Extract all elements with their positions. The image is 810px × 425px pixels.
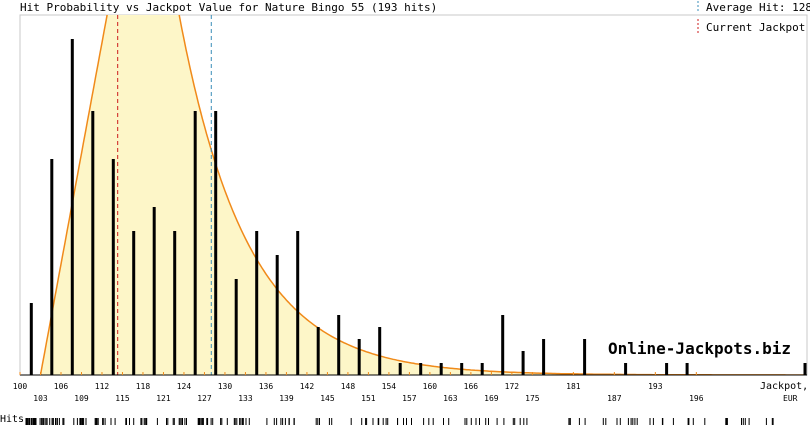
x-tick-label-upper-2: 112 [95, 382, 110, 391]
x-tick-label-lower-7: 145 [320, 394, 335, 403]
bar-19 [419, 363, 423, 375]
x-tick-label-upper-4: 124 [177, 382, 192, 391]
x-tick-label-lower-0: 103 [33, 394, 48, 403]
bar-24 [521, 351, 525, 375]
bar-3 [91, 111, 95, 375]
x-tick-label-lower-6: 139 [279, 394, 294, 403]
bar-7 [173, 231, 177, 375]
bar-15 [337, 315, 341, 375]
x-tick-label-lower-12: 175 [525, 394, 540, 403]
bar-23 [501, 315, 505, 375]
legend-current-label: Current Jackpot [706, 21, 805, 34]
bar-1 [50, 159, 54, 375]
chart-title: Hit Probability vs Jackpot Value for Nat… [20, 1, 437, 14]
x-tick-label-lower-2: 115 [115, 394, 130, 403]
bar-2 [70, 39, 74, 375]
x-tick-label-lower-9: 157 [402, 394, 417, 403]
x-tick-label-upper-9: 154 [382, 382, 397, 391]
bar-28 [665, 363, 669, 375]
x-tick-label-upper-6: 136 [259, 382, 274, 391]
x-tick-label-upper-10: 160 [423, 382, 438, 391]
x-tick-label-lower-8: 151 [361, 394, 376, 403]
x-tick-label-lower-14: 196 [689, 394, 704, 403]
x-tick-label-upper-13: 181 [566, 382, 581, 391]
bar-20 [439, 363, 443, 375]
bar-5 [132, 231, 136, 375]
x-tick-label-lower-5: 133 [238, 394, 253, 403]
bar-4 [111, 159, 115, 375]
bar-12 [275, 255, 279, 375]
x-tick-label-upper-8: 148 [341, 382, 356, 391]
x-tick-label-lower-1: 109 [74, 394, 89, 403]
x-tick-label-upper-7: 142 [300, 382, 315, 391]
bar-0 [29, 303, 33, 375]
legend: Average Hit: 128 Current Jackpot [697, 1, 810, 34]
bar-6 [152, 207, 156, 375]
bar-21 [460, 363, 464, 375]
x-tick-label-upper-0: 100 [13, 382, 28, 391]
x-tick-label-lower-11: 169 [484, 394, 499, 403]
plot-area: Online-Jackpots.biz [19, 14, 808, 376]
hits-label: Hits [0, 414, 25, 425]
bar-29 [685, 363, 689, 375]
bar-26 [583, 339, 587, 375]
x-tick-label-upper-3: 118 [136, 382, 151, 391]
bar-27 [624, 363, 628, 375]
bar-16 [357, 339, 361, 375]
x-tick-label-upper-5: 130 [218, 382, 233, 391]
x-axis-ticks: 100 106 112 118 124 130 136 142 148 154 160 166 172 1… [13, 372, 704, 403]
x-tick-label-upper-11: 166 [464, 382, 479, 391]
hits-rug [25, 418, 774, 425]
bar-17 [378, 327, 382, 375]
probability-fill-area [40, 15, 807, 375]
x-tick-label-upper-14: 193 [648, 382, 663, 391]
x-tick-label-lower-4: 127 [197, 394, 212, 403]
legend-average-label: Average Hit: 128 [706, 1, 810, 14]
bar-30 [803, 363, 807, 375]
x-tick-label-upper-12: 172 [505, 382, 520, 391]
bar-18 [398, 363, 402, 375]
bar-10 [234, 279, 238, 375]
watermark-text: Online-Jackpots.biz [608, 339, 791, 358]
bar-9 [214, 111, 218, 375]
x-tick-label-upper-1: 106 [54, 382, 69, 391]
x-tick-label-lower-3: 121 [156, 394, 171, 403]
bar-22 [480, 363, 484, 375]
hit-bars [29, 39, 807, 375]
bar-11 [255, 231, 259, 375]
x-tick-label-lower-10: 163 [443, 394, 458, 403]
bar-14 [316, 327, 320, 375]
x-axis-unit: EUR [783, 394, 798, 403]
x-tick-label-lower-13: 187 [607, 394, 622, 403]
x-axis-label: Jackpot, [760, 381, 808, 392]
bar-25 [542, 339, 546, 375]
bar-13 [296, 231, 300, 375]
bar-8 [193, 111, 197, 375]
